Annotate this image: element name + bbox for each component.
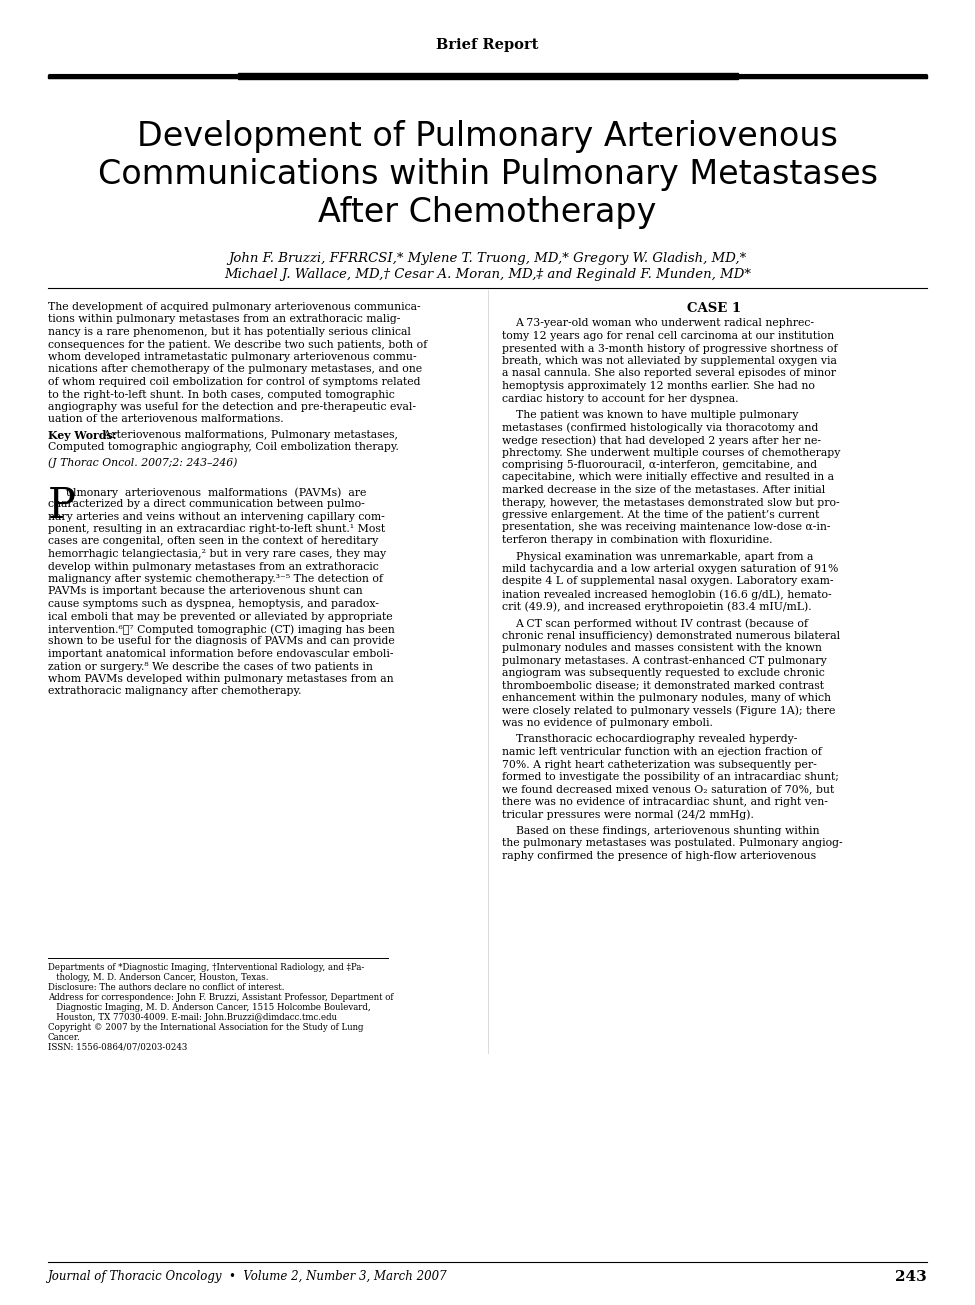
Text: chronic renal insufficiency) demonstrated numerous bilateral: chronic renal insufficiency) demonstrate… — [501, 630, 839, 641]
Text: Communications within Pulmonary Metastases: Communications within Pulmonary Metastas… — [98, 158, 878, 191]
Text: terferon therapy in combination with floxuridine.: terferon therapy in combination with flo… — [501, 535, 772, 545]
Text: (J Thorac Oncol. 2007;2: 243–246): (J Thorac Oncol. 2007;2: 243–246) — [48, 457, 237, 467]
Text: tricular pressures were normal (24/2 mmHg).: tricular pressures were normal (24/2 mmH… — [501, 809, 754, 820]
Text: PAVMs is important because the arteriovenous shunt can: PAVMs is important because the arteriove… — [48, 586, 363, 596]
Text: P: P — [48, 485, 76, 527]
Text: to the right-to-left shunt. In both cases, computed tomographic: to the right-to-left shunt. In both case… — [48, 389, 395, 399]
Text: consequences for the patient. We describe two such patients, both of: consequences for the patient. We describ… — [48, 339, 427, 350]
Text: there was no evidence of intracardiac shunt, and right ven-: there was no evidence of intracardiac sh… — [501, 797, 828, 806]
Text: important anatomical information before endovascular emboli-: important anatomical information before … — [48, 649, 394, 659]
Text: cases are congenital, often seen in the context of hereditary: cases are congenital, often seen in the … — [48, 536, 378, 547]
Text: angiography was useful for the detection and pre-therapeutic eval-: angiography was useful for the detection… — [48, 402, 416, 412]
Text: ination revealed increased hemoglobin (16.6 g/dL), hemato-: ination revealed increased hemoglobin (1… — [501, 589, 831, 599]
Text: despite 4 L of supplemental nasal oxygen. Laboratory exam-: despite 4 L of supplemental nasal oxygen… — [501, 577, 833, 586]
Text: Transthoracic echocardiography revealed hyperdy-: Transthoracic echocardiography revealed … — [516, 735, 797, 744]
Text: whom developed intrametastatic pulmonary arteriovenous commu-: whom developed intrametastatic pulmonary… — [48, 352, 416, 361]
Text: mild tachycardia and a low arterial oxygen saturation of 91%: mild tachycardia and a low arterial oxyg… — [501, 564, 838, 574]
Text: develop within pulmonary metastases from an extrathoracic: develop within pulmonary metastases from… — [48, 561, 378, 572]
Bar — [238, 73, 737, 80]
Text: breath, which was not alleviated by supplemental oxygen via: breath, which was not alleviated by supp… — [501, 356, 837, 365]
Text: malignancy after systemic chemotherapy.³⁻⁵ The detection of: malignancy after systemic chemotherapy.³… — [48, 574, 383, 585]
Text: uation of the arteriovenous malformations.: uation of the arteriovenous malformation… — [48, 415, 284, 424]
Text: whom PAVMs developed within pulmonary metastases from an: whom PAVMs developed within pulmonary me… — [48, 673, 394, 684]
Text: nications after chemotherapy of the pulmonary metastases, and one: nications after chemotherapy of the pulm… — [48, 364, 422, 375]
Text: presented with a 3-month history of progressive shortness of: presented with a 3-month history of prog… — [501, 343, 837, 354]
Text: pulmonary metastases. A contrast-enhanced CT pulmonary: pulmonary metastases. A contrast-enhance… — [501, 655, 826, 666]
Text: wedge resection) that had developed 2 years after her ne-: wedge resection) that had developed 2 ye… — [501, 435, 821, 445]
Text: capecitabine, which were initially effective and resulted in a: capecitabine, which were initially effec… — [501, 472, 834, 483]
Text: were closely related to pulmonary vessels (Figure 1A); there: were closely related to pulmonary vessel… — [501, 706, 835, 716]
Text: hemorrhagic telangiectasia,² but in very rare cases, they may: hemorrhagic telangiectasia,² but in very… — [48, 549, 386, 559]
Text: Diagnostic Imaging, M. D. Anderson Cancer, 1515 Holcombe Boulevard,: Diagnostic Imaging, M. D. Anderson Cance… — [48, 1004, 370, 1011]
Text: The development of acquired pulmonary arteriovenous communica-: The development of acquired pulmonary ar… — [48, 301, 420, 312]
Text: 70%. A right heart catheterization was subsequently per-: 70%. A right heart catheterization was s… — [501, 760, 816, 770]
Text: cause symptoms such as dyspnea, hemoptysis, and paradox-: cause symptoms such as dyspnea, hemoptys… — [48, 599, 379, 609]
Text: characterized by a direct communication between pulmo-: characterized by a direct communication … — [48, 499, 365, 509]
Text: cardiac history to account for her dyspnea.: cardiac history to account for her dyspn… — [501, 394, 738, 403]
Text: namic left ventricular function with an ejection fraction of: namic left ventricular function with an … — [501, 746, 821, 757]
Text: presentation, she was receiving maintenance low-dose α-in-: presentation, she was receiving maintena… — [501, 522, 830, 532]
Text: Physical examination was unremarkable, apart from a: Physical examination was unremarkable, a… — [516, 552, 813, 561]
Text: The patient was known to have multiple pulmonary: The patient was known to have multiple p… — [516, 410, 798, 420]
Text: a nasal cannula. She also reported several episodes of minor: a nasal cannula. She also reported sever… — [501, 368, 836, 378]
Text: Address for correspondence: John F. Bruzzi, Assistant Professor, Department of: Address for correspondence: John F. Bruz… — [48, 993, 394, 1002]
Text: Disclosure: The authors declare no conflict of interest.: Disclosure: The authors declare no confl… — [48, 983, 285, 992]
Text: After Chemotherapy: After Chemotherapy — [318, 196, 657, 228]
Text: angiogram was subsequently requested to exclude chronic: angiogram was subsequently requested to … — [501, 668, 824, 679]
Text: ISSN: 1556-0864/07/0203-0243: ISSN: 1556-0864/07/0203-0243 — [48, 1043, 187, 1052]
Text: A 73-year-old woman who underwent radical nephrec-: A 73-year-old woman who underwent radica… — [516, 318, 814, 329]
Text: thromboembolic disease; it demonstrated marked contrast: thromboembolic disease; it demonstrated … — [501, 680, 824, 690]
Text: tions within pulmonary metastases from an extrathoracic malig-: tions within pulmonary metastases from a… — [48, 315, 401, 325]
Text: thology, M. D. Anderson Cancer, Houston, Texas.: thology, M. D. Anderson Cancer, Houston,… — [48, 974, 268, 981]
Text: Copyright © 2007 by the International Association for the Study of Lung: Copyright © 2007 by the International As… — [48, 1023, 364, 1032]
Text: Departments of *Diagnostic Imaging, †Interventional Radiology, and ‡Pa-: Departments of *Diagnostic Imaging, †Int… — [48, 963, 365, 972]
Text: Journal of Thoracic Oncology  •  Volume 2, Number 3, March 2007: Journal of Thoracic Oncology • Volume 2,… — [48, 1270, 448, 1283]
Text: Arteriovenous malformations, Pulmonary metastases,: Arteriovenous malformations, Pulmonary m… — [100, 431, 398, 440]
Text: Computed tomographic angiography, Coil embolization therapy.: Computed tomographic angiography, Coil e… — [48, 442, 399, 453]
Text: therapy, however, the metastases demonstrated slow but pro-: therapy, however, the metastases demonst… — [501, 497, 839, 508]
Text: shown to be useful for the diagnosis of PAVMs and can provide: shown to be useful for the diagnosis of … — [48, 637, 395, 646]
Text: hemoptysis approximately 12 months earlier. She had no: hemoptysis approximately 12 months earli… — [501, 381, 814, 392]
Text: pulmonary nodules and masses consistent with the known: pulmonary nodules and masses consistent … — [501, 643, 821, 652]
Text: 243: 243 — [895, 1270, 927, 1284]
Text: zation or surgery.⁸ We describe the cases of two patients in: zation or surgery.⁸ We describe the case… — [48, 662, 372, 672]
Text: Brief Report: Brief Report — [437, 38, 538, 52]
Text: of whom required coil embolization for control of symptoms related: of whom required coil embolization for c… — [48, 377, 420, 388]
Text: Development of Pulmonary Arteriovenous: Development of Pulmonary Arteriovenous — [137, 120, 838, 153]
Text: tomy 12 years ago for renal cell carcinoma at our institution: tomy 12 years ago for renal cell carcino… — [501, 331, 834, 341]
Text: crit (49.9), and increased erythropoietin (83.4 mIU/mL).: crit (49.9), and increased erythropoieti… — [501, 602, 811, 612]
Text: intervention.⁶‧⁷ Computed tomographic (CT) imaging has been: intervention.⁶‧⁷ Computed tomographic (C… — [48, 624, 395, 634]
Text: nancy is a rare phenomenon, but it has potentially serious clinical: nancy is a rare phenomenon, but it has p… — [48, 328, 410, 337]
Text: gressive enlargement. At the time of the patient’s current: gressive enlargement. At the time of the… — [501, 510, 819, 519]
Text: ponent, resulting in an extracardiac right-to-left shunt.¹ Most: ponent, resulting in an extracardiac rig… — [48, 525, 385, 534]
Text: Michael J. Wallace, MD,† Cesar A. Moran, MD,‡ and Reginald F. Munden, MD*: Michael J. Wallace, MD,† Cesar A. Moran,… — [224, 268, 751, 281]
Text: CASE 1: CASE 1 — [687, 301, 741, 315]
Text: ulmonary  arteriovenous  malformations  (PAVMs)  are: ulmonary arteriovenous malformations (PA… — [66, 488, 367, 499]
Text: comprising 5-fluorouracil, α-interferon, gemcitabine, and: comprising 5-fluorouracil, α-interferon,… — [501, 459, 817, 470]
Text: enhancement within the pulmonary nodules, many of which: enhancement within the pulmonary nodules… — [501, 693, 831, 703]
Text: ical emboli that may be prevented or alleviated by appropriate: ical emboli that may be prevented or all… — [48, 612, 393, 621]
Text: the pulmonary metastases was postulated. Pulmonary angiog-: the pulmonary metastases was postulated.… — [501, 839, 842, 848]
Text: Key Words:: Key Words: — [48, 431, 117, 441]
Text: was no evidence of pulmonary emboli.: was no evidence of pulmonary emboli. — [501, 718, 713, 728]
Text: John F. Bruzzi, FFRRCSI,* Mylene T. Truong, MD,* Gregory W. Gladish, MD,*: John F. Bruzzi, FFRRCSI,* Mylene T. Truo… — [228, 252, 747, 265]
Text: we found decreased mixed venous O₂ saturation of 70%, but: we found decreased mixed venous O₂ satur… — [501, 784, 834, 795]
Text: phrectomy. She underwent multiple courses of chemotherapy: phrectomy. She underwent multiple course… — [501, 448, 839, 458]
Text: Based on these findings, arteriovenous shunting within: Based on these findings, arteriovenous s… — [516, 826, 819, 837]
Text: marked decrease in the size of the metastases. After initial: marked decrease in the size of the metas… — [501, 485, 825, 495]
Text: A CT scan performed without IV contrast (because of: A CT scan performed without IV contrast … — [516, 619, 808, 629]
Text: nary arteries and veins without an intervening capillary com-: nary arteries and veins without an inter… — [48, 512, 385, 522]
Text: metastases (confirmed histologically via thoracotomy and: metastases (confirmed histologically via… — [501, 423, 818, 433]
Text: raphy confirmed the presence of high-flow arteriovenous: raphy confirmed the presence of high-flo… — [501, 851, 816, 861]
Text: extrathoracic malignancy after chemotherapy.: extrathoracic malignancy after chemother… — [48, 686, 301, 697]
Text: formed to investigate the possibility of an intracardiac shunt;: formed to investigate the possibility of… — [501, 773, 838, 782]
Text: Houston, TX 77030-4009. E-mail: John.Bruzzi@dimdacc.tmc.edu: Houston, TX 77030-4009. E-mail: John.Bru… — [48, 1013, 337, 1022]
Text: Cancer.: Cancer. — [48, 1034, 81, 1041]
